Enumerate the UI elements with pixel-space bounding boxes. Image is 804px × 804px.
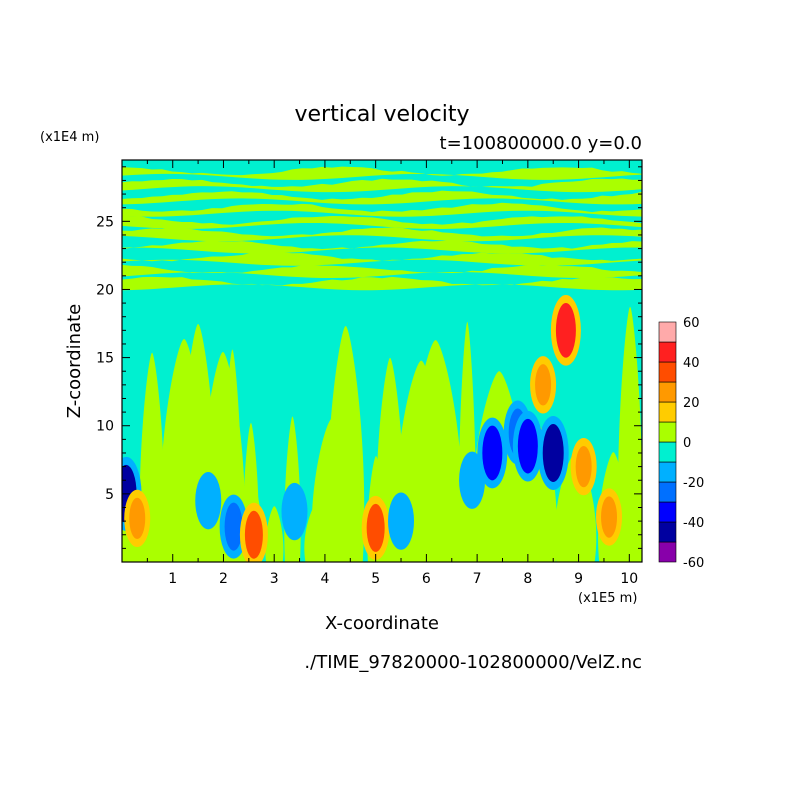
contour-band — [122, 202, 642, 217]
x-tick-label: 4 — [320, 571, 329, 587]
colorbar-swatch — [658, 501, 677, 523]
chart-subtitle: t=100800000.0 y=0.0 — [440, 133, 642, 154]
colorbar-swatch — [658, 401, 677, 423]
contour-band — [122, 166, 642, 180]
contour-band — [122, 251, 642, 266]
contour-feature — [129, 497, 146, 540]
contour-feature — [535, 364, 552, 406]
contour-feature — [244, 510, 263, 559]
colorbar-tick-label: 0 — [683, 436, 691, 451]
x-tick-label: 6 — [422, 571, 431, 587]
contour-feature — [555, 303, 576, 358]
y-tick-label: 20 — [96, 282, 114, 298]
filename-caption: ./TIME_97820000-102800000/VelZ.nc — [304, 652, 642, 673]
contour-band — [122, 215, 642, 229]
contour-plume — [417, 533, 441, 562]
colorbar-tick-label: 20 — [683, 396, 700, 411]
x-tick-label: 2 — [219, 571, 228, 587]
colorbar-swatch — [658, 521, 677, 543]
contour-feature — [482, 425, 503, 481]
x-tick-label: 9 — [574, 571, 583, 587]
contour-feature — [517, 418, 538, 474]
x-tick-label: 5 — [371, 571, 380, 587]
x-axis-label: X-coordinate — [325, 613, 439, 634]
contour-fills — [122, 166, 642, 562]
x-axis: 1 2 3 4 5 6 7 8 9 10 — [146, 160, 638, 587]
y-scale-label: (x1E4 m) — [40, 130, 99, 145]
y-tick-label: 10 — [96, 419, 114, 435]
contour-feature — [464, 459, 481, 501]
contour-band — [122, 178, 642, 193]
colorbar-swatch — [658, 461, 677, 483]
colorbar-tick-label: 40 — [683, 356, 700, 371]
contour-plume — [265, 506, 284, 562]
colorbar-swatch — [658, 321, 677, 343]
colorbar-swatch — [658, 421, 677, 443]
colorbar-swatch — [658, 341, 677, 363]
colorbar-tick-label: -60 — [683, 556, 704, 571]
contour-feature — [286, 490, 303, 533]
colorbar-swatch — [658, 441, 677, 463]
colorbar-tick-label: 60 — [683, 316, 700, 331]
colorbar-swatch — [658, 541, 677, 563]
contour-band — [122, 276, 642, 291]
chart-title: vertical velocity — [294, 102, 469, 127]
contour-feature — [575, 445, 592, 488]
colorbar-swatch — [658, 381, 677, 403]
contour-feature — [200, 480, 217, 522]
contour-band — [122, 264, 642, 279]
x-tick-label: 10 — [620, 571, 638, 587]
y-axis: 5 10 15 20 25 — [96, 166, 642, 549]
plot-area — [122, 160, 642, 562]
x-scale-label: (x1E5 m) — [578, 591, 637, 606]
y-axis-label: Z-coordinate — [64, 304, 85, 419]
contour-feature — [393, 500, 410, 542]
x-tick-label: 1 — [168, 571, 177, 587]
colorbar-swatch — [658, 481, 677, 503]
colorbar-swatch — [658, 361, 677, 383]
contour-plume — [327, 325, 365, 562]
contour-feature — [601, 496, 618, 538]
contour-band — [122, 190, 642, 205]
contour-band — [122, 227, 642, 242]
plot-frame — [121, 159, 643, 563]
x-tick-label: 7 — [473, 571, 482, 587]
colorbar-tick-label: -40 — [683, 516, 704, 531]
y-tick-label: 5 — [105, 487, 114, 503]
x-tick-label: 8 — [523, 571, 532, 587]
contour-feature — [366, 503, 385, 552]
contour-band — [122, 239, 642, 254]
colorbar-tick-label: -20 — [683, 476, 704, 491]
contour-feature — [542, 423, 564, 482]
y-tick-label: 15 — [96, 351, 114, 367]
y-tick-label: 25 — [96, 214, 114, 230]
contour-plume — [459, 534, 481, 562]
x-tick-label: 3 — [270, 571, 279, 587]
colorbar: 60 40 20 0 -20 -40 -60 — [658, 316, 704, 571]
contour-feature — [224, 502, 243, 551]
